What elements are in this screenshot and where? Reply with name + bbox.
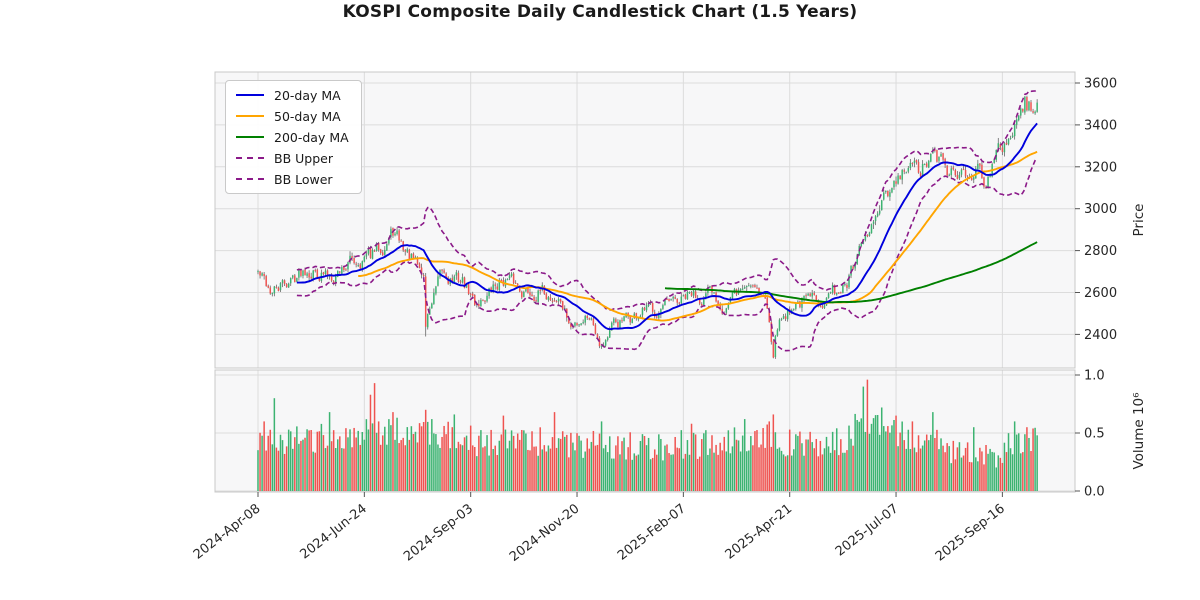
svg-text:3600: 3600 [1084, 77, 1117, 92]
chart-legend: 20-day MA 50-day MA 200-day MA BB Upper … [225, 80, 362, 194]
svg-text:2024-Jun-24: 2024-Jun-24 [297, 501, 369, 562]
legend-item-bb-upper: BB Upper [236, 150, 349, 166]
bb-lower-line-icon [236, 178, 264, 180]
svg-text:2024-Apr-08: 2024-Apr-08 [191, 501, 264, 562]
legend-item-ma200: 200-day MA [236, 129, 349, 145]
svg-text:2024-Sep-03: 2024-Sep-03 [401, 501, 476, 564]
legend-item-ma50: 50-day MA [236, 108, 349, 124]
svg-text:0.5: 0.5 [1084, 427, 1105, 442]
legend-label: BB Upper [274, 150, 333, 166]
legend-item-bb-lower: BB Lower [236, 171, 349, 187]
svg-text:1.0: 1.0 [1084, 369, 1105, 384]
svg-text:2800: 2800 [1084, 244, 1117, 259]
ma50-line-icon [236, 115, 264, 117]
svg-text:3400: 3400 [1084, 118, 1117, 133]
svg-text:2025-Feb-07: 2025-Feb-07 [615, 501, 689, 563]
ma200-line-icon [236, 136, 264, 138]
svg-text:2600: 2600 [1084, 286, 1117, 301]
svg-text:2025-Jul-07: 2025-Jul-07 [833, 501, 902, 559]
svg-text:2024-Nov-20: 2024-Nov-20 [507, 501, 582, 565]
legend-label: 20-day MA [274, 87, 341, 103]
svg-text:0.0: 0.0 [1084, 485, 1105, 500]
svg-text:Price: Price [1131, 204, 1147, 237]
svg-text:3000: 3000 [1084, 202, 1117, 217]
legend-label: 50-day MA [274, 108, 341, 124]
svg-text:3200: 3200 [1084, 160, 1117, 175]
legend-item-ma20: 20-day MA [236, 87, 349, 103]
svg-text:2025-Sep-16: 2025-Sep-16 [933, 501, 1008, 564]
svg-text:2025-Apr-21: 2025-Apr-21 [723, 501, 796, 562]
legend-label: BB Lower [274, 171, 333, 187]
legend-label: 200-day MA [274, 129, 349, 145]
svg-text:2400: 2400 [1084, 328, 1117, 343]
svg-text:Volume 10⁶: Volume 10⁶ [1131, 392, 1147, 469]
chart-title: KOSPI Composite Daily Candlestick Chart … [342, 2, 858, 22]
bb-upper-line-icon [236, 157, 264, 159]
ma20-line-icon [236, 94, 264, 96]
